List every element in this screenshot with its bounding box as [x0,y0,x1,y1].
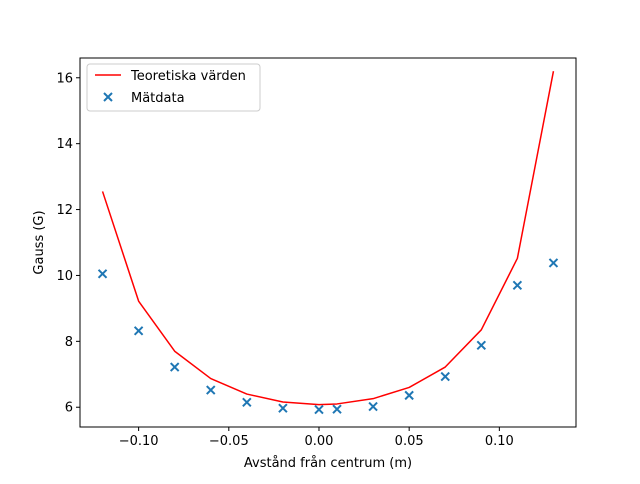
y-axis-label: Gauss (G) [32,210,47,274]
data-point-x-marker [440,371,450,382]
y-tick-label: 6 [65,401,73,416]
legend-label-measured: Mätdata [131,91,185,106]
y-tick-label: 16 [56,71,73,86]
data-point-x-marker [169,362,180,372]
y-tick-label: 10 [56,269,73,284]
x-tick-label: −0.05 [209,434,249,449]
y-tick-label: 12 [56,203,73,218]
data-point-x-marker [512,280,523,291]
x-tick-label: 0.05 [395,434,424,449]
data-point-x-marker [368,401,378,412]
data-point-x-marker [242,397,252,407]
legend-x-marker-swatch [103,92,113,102]
tick-layer: −0.10 −0.05 0.00 0.05 0.10 6 8 10 12 14 16 [56,71,513,449]
y-tick-label: 8 [65,335,73,350]
legend-box [86,63,261,112]
x-tick-label: 0.00 [305,434,334,449]
data-point-x-marker [206,385,216,395]
data-point-x-marker [314,404,324,415]
data-point-x-marker [404,390,414,401]
data-point-x-marker [476,340,487,351]
y-tick-label: 14 [56,137,73,152]
data-point-x-marker [332,404,342,414]
plot-frame [79,57,577,428]
plot-layer [97,71,559,415]
data-point-x-marker [97,269,108,279]
legend-label-theory: Teoretiska värden [130,69,246,84]
theory-line [101,71,555,406]
data-point-x-marker [548,258,559,268]
legend: Teoretiska värden Mätdata [86,63,261,112]
data-point-x-marker [133,326,144,336]
x-tick-label: −0.10 [119,434,159,449]
data-point-x-marker [278,403,288,413]
x-axis-label: Avstånd från centrum (m) [244,456,412,471]
x-tick-label: 0.10 [485,434,514,449]
